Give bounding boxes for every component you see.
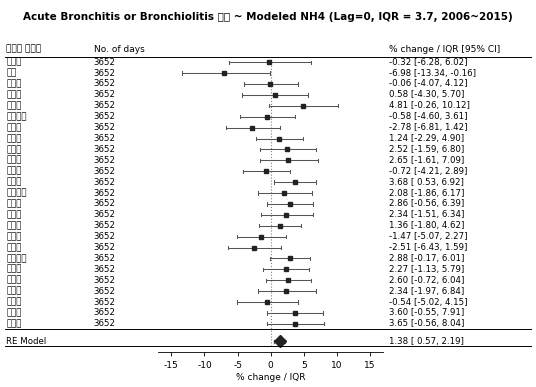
Text: RE Model: RE Model xyxy=(6,337,47,346)
Text: 성동구: 성동구 xyxy=(6,91,22,99)
Text: 서대문구: 서대문구 xyxy=(6,188,27,197)
Text: 3652: 3652 xyxy=(94,156,116,165)
Text: 1.24 [-2.29, 4.90]: 1.24 [-2.29, 4.90] xyxy=(389,134,464,143)
Text: 2.86 [-0.56, 6.39]: 2.86 [-0.56, 6.39] xyxy=(389,199,464,209)
Text: -0.72 [-4.21, 2.89]: -0.72 [-4.21, 2.89] xyxy=(389,167,467,176)
Text: 3652: 3652 xyxy=(94,91,116,99)
Text: 3.60 [-0.55, 7.91]: 3.60 [-0.55, 7.91] xyxy=(389,308,464,317)
Text: 3652: 3652 xyxy=(94,232,116,241)
Text: 강남구: 강남구 xyxy=(6,298,22,307)
Text: 3652: 3652 xyxy=(94,134,116,143)
Text: 서울시 시군구: 서울시 시군구 xyxy=(6,45,42,54)
Text: 구로구: 구로구 xyxy=(6,232,22,241)
Text: -6.98 [-13.34, -0.16]: -6.98 [-13.34, -0.16] xyxy=(389,68,475,78)
Text: 3652: 3652 xyxy=(94,112,116,121)
Text: 3652: 3652 xyxy=(94,319,116,328)
Text: 3652: 3652 xyxy=(94,123,116,132)
Text: 2.60 [-0.72, 6.04]: 2.60 [-0.72, 6.04] xyxy=(389,276,464,285)
Text: 3652: 3652 xyxy=(94,101,116,110)
Text: 서초구: 서초구 xyxy=(6,287,22,296)
Text: 3652: 3652 xyxy=(94,254,116,263)
Text: 3652: 3652 xyxy=(94,265,116,274)
Text: -1.47 [-5.07, 2.27]: -1.47 [-5.07, 2.27] xyxy=(389,232,467,241)
Text: 2.27 [-1.13, 5.79]: 2.27 [-1.13, 5.79] xyxy=(389,265,464,274)
X-axis label: % change / IQR: % change / IQR xyxy=(236,373,306,382)
Text: 3652: 3652 xyxy=(94,298,116,307)
Text: 3652: 3652 xyxy=(94,287,116,296)
Text: 3652: 3652 xyxy=(94,79,116,89)
Text: -2.51 [-6.43, 1.59]: -2.51 [-6.43, 1.59] xyxy=(389,243,467,252)
Text: 노원구: 노원구 xyxy=(6,167,22,176)
Text: -2.78 [-6.81, 1.42]: -2.78 [-6.81, 1.42] xyxy=(389,123,467,132)
Text: 광진구: 광진구 xyxy=(6,101,22,110)
Text: 3652: 3652 xyxy=(94,68,116,78)
Text: 3652: 3652 xyxy=(94,188,116,197)
Text: 2.34 [-1.97, 6.84]: 2.34 [-1.97, 6.84] xyxy=(389,287,464,296)
Text: No. of days: No. of days xyxy=(94,45,145,54)
Text: -0.58 [-4.60, 3.61]: -0.58 [-4.60, 3.61] xyxy=(389,112,467,121)
Text: 1.38 [ 0.57, 2.19]: 1.38 [ 0.57, 2.19] xyxy=(389,337,464,346)
Text: 3652: 3652 xyxy=(94,178,116,187)
Text: 3.68 [ 0.53, 6.92]: 3.68 [ 0.53, 6.92] xyxy=(389,178,464,187)
Text: 양천구: 양천구 xyxy=(6,210,22,219)
Text: 3652: 3652 xyxy=(94,308,116,317)
Text: 강북구: 강북구 xyxy=(6,145,22,154)
Text: 영등포구: 영등포구 xyxy=(6,254,27,263)
Text: 중랑구: 중랑구 xyxy=(6,123,22,132)
Text: 0.58 [-4.30, 5.70]: 0.58 [-4.30, 5.70] xyxy=(389,91,464,99)
Text: 강동구: 강동구 xyxy=(6,319,22,328)
Text: 2.08 [-1.86, 6.17]: 2.08 [-1.86, 6.17] xyxy=(389,188,464,197)
Text: 동대문구: 동대문구 xyxy=(6,112,27,121)
Text: 2.52 [-1.59, 6.80]: 2.52 [-1.59, 6.80] xyxy=(389,145,464,154)
Text: 도봉구: 도봉구 xyxy=(6,156,22,165)
Text: 2.34 [-1.51, 6.34]: 2.34 [-1.51, 6.34] xyxy=(389,210,464,219)
Text: -0.54 [-5.02, 4.15]: -0.54 [-5.02, 4.15] xyxy=(389,298,467,307)
Text: 중구: 중구 xyxy=(6,68,17,78)
Text: 3652: 3652 xyxy=(94,167,116,176)
Text: 3.65 [-0.56, 8.04]: 3.65 [-0.56, 8.04] xyxy=(389,319,464,328)
Text: 금천구: 금천구 xyxy=(6,243,22,252)
Text: 2.88 [-0.17, 6.01]: 2.88 [-0.17, 6.01] xyxy=(389,254,464,263)
Text: -0.06 [-4.07, 4.12]: -0.06 [-4.07, 4.12] xyxy=(389,79,467,89)
Text: 관악구: 관악구 xyxy=(6,276,22,285)
Text: 2.65 [-1.61, 7.09]: 2.65 [-1.61, 7.09] xyxy=(389,156,464,165)
Text: 3652: 3652 xyxy=(94,199,116,209)
Text: 3652: 3652 xyxy=(94,210,116,219)
Text: 3652: 3652 xyxy=(94,221,116,230)
Text: 송파구: 송파구 xyxy=(6,308,22,317)
Text: 3652: 3652 xyxy=(94,276,116,285)
Text: 강서구: 강서구 xyxy=(6,221,22,230)
Text: 마포구: 마포구 xyxy=(6,199,22,209)
Text: -0.32 [-6.28, 6.02]: -0.32 [-6.28, 6.02] xyxy=(389,58,467,67)
Text: 은평구: 은평구 xyxy=(6,178,22,187)
Text: 4.81 [-0.26, 10.12]: 4.81 [-0.26, 10.12] xyxy=(389,101,470,110)
Text: Acute Bronchitis or Bronchiolitis 입원 ~ Modeled NH4 (Lag=0, IQR = 3.7, 2006~2015): Acute Bronchitis or Bronchiolitis 입원 ~ M… xyxy=(23,12,513,22)
Text: 성북구: 성북구 xyxy=(6,134,22,143)
Text: % change / IQR [95% CI]: % change / IQR [95% CI] xyxy=(389,45,500,54)
Text: 1.36 [-1.80, 4.62]: 1.36 [-1.80, 4.62] xyxy=(389,221,464,230)
Text: 종로구: 종로구 xyxy=(6,58,22,67)
Text: 3652: 3652 xyxy=(94,145,116,154)
Text: 3652: 3652 xyxy=(94,243,116,252)
Text: 3652: 3652 xyxy=(94,58,116,67)
Text: 동작구: 동작구 xyxy=(6,265,22,274)
Text: 용산구: 용산구 xyxy=(6,79,22,89)
